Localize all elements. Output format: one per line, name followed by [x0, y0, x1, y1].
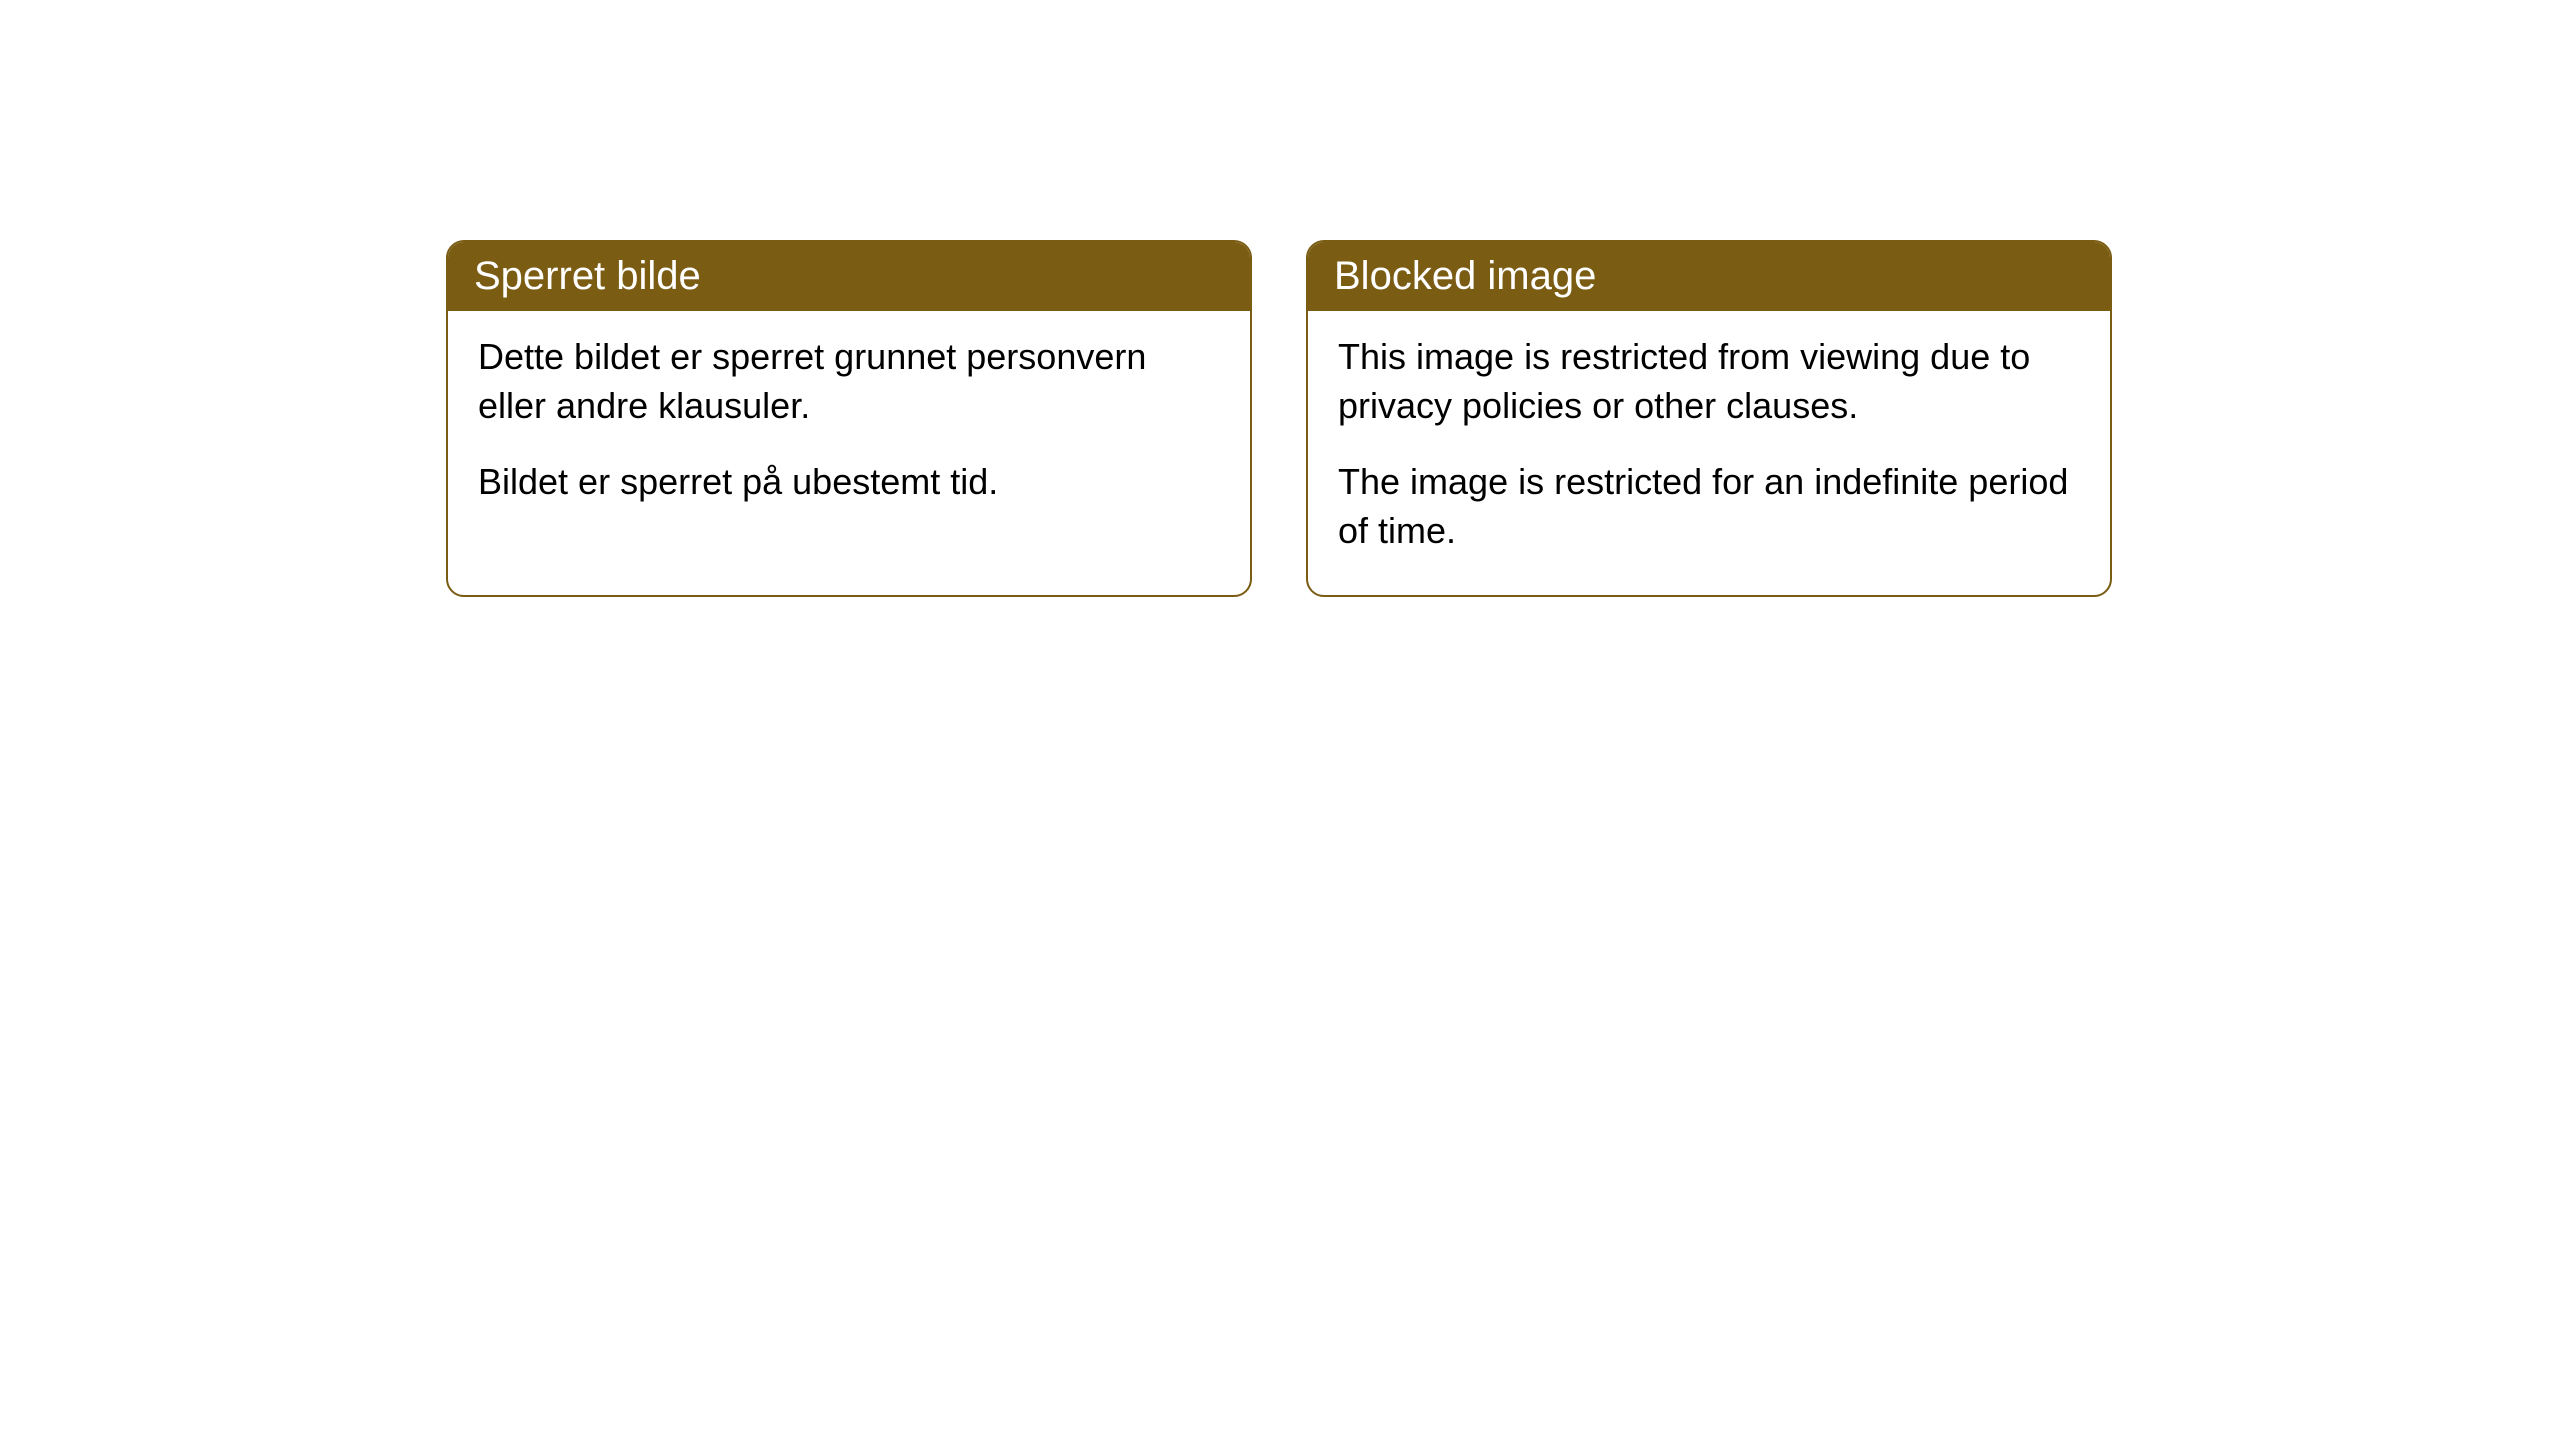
card-text-en-1: This image is restricted from viewing du… — [1338, 333, 2080, 430]
card-header-en: Blocked image — [1308, 242, 2110, 311]
card-text-no-1: Dette bildet er sperret grunnet personve… — [478, 333, 1220, 430]
card-header-no: Sperret bilde — [448, 242, 1250, 311]
card-body-no: Dette bildet er sperret grunnet personve… — [448, 311, 1250, 547]
card-text-no-2: Bildet er sperret på ubestemt tid. — [478, 458, 1220, 507]
blocked-image-card-no: Sperret bilde Dette bildet er sperret gr… — [446, 240, 1252, 597]
card-body-en: This image is restricted from viewing du… — [1308, 311, 2110, 595]
card-text-en-2: The image is restricted for an indefinit… — [1338, 458, 2080, 555]
cards-container: Sperret bilde Dette bildet er sperret gr… — [0, 0, 2560, 597]
blocked-image-card-en: Blocked image This image is restricted f… — [1306, 240, 2112, 597]
